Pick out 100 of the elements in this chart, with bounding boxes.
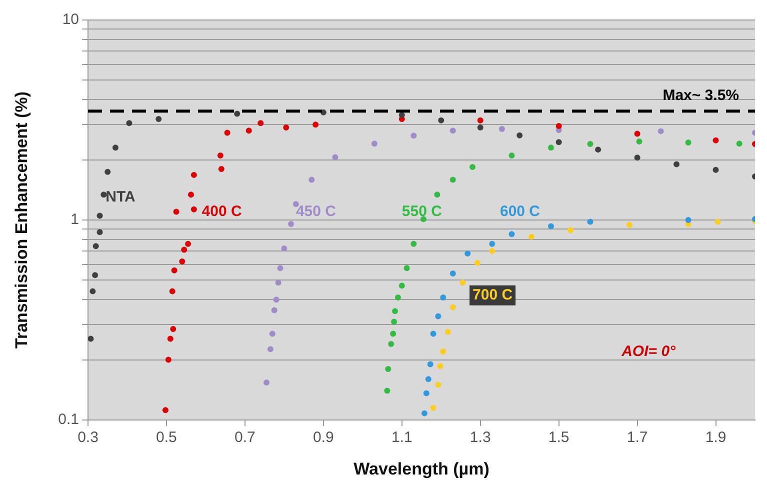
point — [528, 234, 534, 240]
point — [181, 246, 188, 253]
point — [173, 208, 180, 215]
point — [464, 250, 471, 256]
point — [548, 223, 554, 230]
series-label: 550 C — [402, 202, 442, 220]
point — [217, 152, 224, 159]
point — [587, 140, 594, 147]
point — [450, 176, 456, 183]
point — [435, 313, 442, 320]
x-tick-label: 1.5 — [548, 429, 570, 446]
point — [420, 216, 426, 222]
point — [156, 116, 162, 122]
point — [410, 132, 417, 139]
point — [685, 217, 692, 223]
point — [425, 376, 432, 382]
y-axis-title: Transmission Enhancement (%) — [12, 92, 31, 348]
point — [674, 161, 680, 168]
point — [556, 123, 562, 130]
x-axis-title: Wavelength (µm) — [354, 459, 490, 478]
point — [283, 124, 290, 131]
point — [96, 212, 103, 219]
point — [556, 139, 562, 146]
point — [264, 379, 270, 386]
point — [269, 330, 276, 337]
x-tick-label: 0.7 — [234, 429, 256, 446]
point — [460, 280, 466, 286]
point — [112, 144, 118, 151]
point — [404, 265, 410, 272]
point — [435, 382, 442, 388]
point — [474, 260, 480, 266]
point — [421, 410, 428, 416]
point — [634, 154, 640, 161]
point — [440, 348, 446, 355]
x-tick-label: 0.9 — [312, 429, 334, 446]
point — [104, 168, 111, 175]
point — [398, 282, 405, 289]
point — [267, 346, 274, 352]
x-tick-label: 1.3 — [470, 429, 491, 446]
point — [568, 227, 574, 234]
point — [636, 138, 642, 144]
point — [162, 407, 168, 414]
point — [440, 294, 446, 300]
point — [489, 240, 496, 247]
point — [92, 272, 98, 278]
point — [489, 248, 496, 254]
x-tick-label: 1.9 — [705, 429, 726, 446]
series-label: 400 C — [202, 202, 242, 220]
point — [444, 328, 451, 335]
point — [430, 404, 436, 411]
point — [100, 192, 107, 198]
point — [477, 117, 484, 124]
series-label: 600 C — [500, 202, 540, 220]
point — [390, 330, 396, 337]
point — [271, 307, 278, 314]
point — [392, 308, 398, 314]
y-tick-label: 0.1 — [58, 411, 79, 428]
point — [224, 130, 230, 136]
x-tick-label: 0.5 — [156, 429, 177, 446]
point — [246, 128, 252, 134]
point — [437, 363, 444, 370]
x-tick-label: 1.1 — [391, 429, 412, 446]
point — [736, 140, 742, 147]
point — [190, 172, 197, 178]
series-label: 700 C — [472, 286, 513, 304]
point — [410, 240, 417, 247]
point — [658, 128, 664, 134]
point — [179, 258, 186, 265]
point — [385, 366, 392, 372]
point — [332, 154, 338, 160]
y-tick-label: 1 — [70, 211, 79, 228]
point — [281, 246, 288, 252]
point — [170, 326, 176, 332]
point — [218, 166, 224, 172]
point — [712, 166, 719, 173]
point — [508, 231, 515, 238]
point — [190, 206, 197, 212]
point — [434, 192, 440, 198]
point — [450, 128, 456, 134]
point — [685, 140, 692, 146]
point — [258, 120, 264, 126]
point — [92, 243, 99, 250]
point — [288, 221, 294, 227]
point — [587, 218, 594, 225]
point — [384, 388, 390, 394]
point — [450, 304, 456, 310]
point — [308, 176, 315, 183]
point — [165, 356, 172, 363]
point — [88, 336, 94, 342]
point — [430, 330, 436, 337]
point — [634, 130, 640, 137]
point — [171, 267, 178, 274]
point — [273, 296, 280, 303]
point — [277, 265, 284, 272]
point — [188, 192, 194, 198]
point — [394, 294, 401, 300]
point — [126, 120, 132, 126]
point — [427, 361, 434, 368]
ref-line-label: Max~ 3.5% — [662, 86, 739, 104]
series-label: NTA — [106, 188, 136, 206]
